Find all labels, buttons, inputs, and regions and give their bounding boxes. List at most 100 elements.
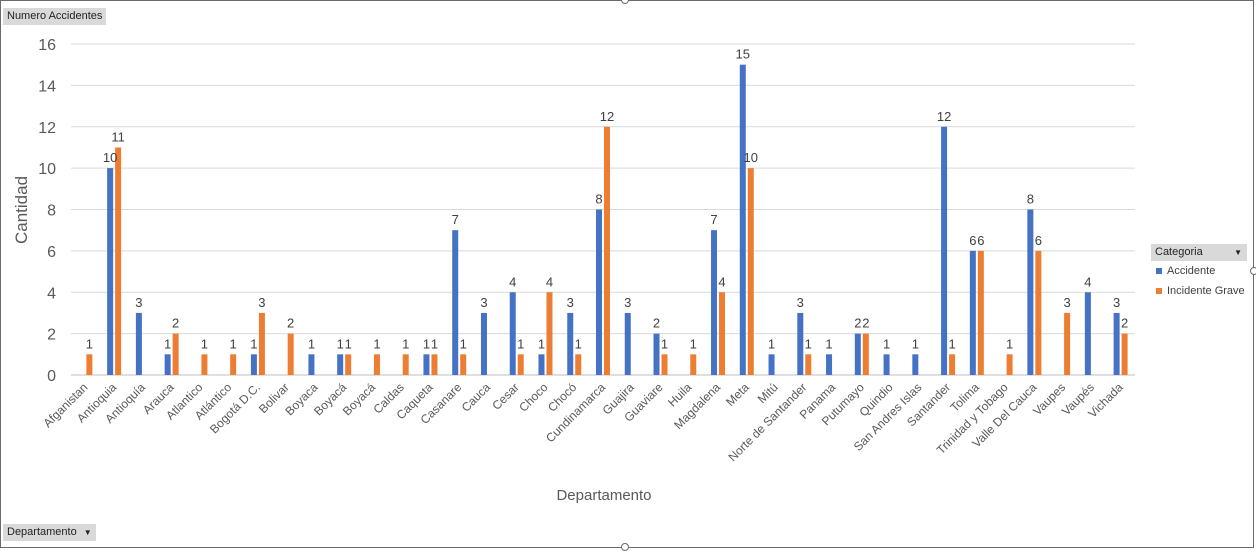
data-label: 1 <box>431 336 438 351</box>
bar[interactable] <box>653 333 660 375</box>
bar[interactable] <box>258 312 265 375</box>
bar[interactable] <box>201 354 208 375</box>
bar[interactable] <box>883 354 890 375</box>
bar[interactable] <box>402 354 409 375</box>
bar[interactable] <box>164 354 171 375</box>
data-label: 2 <box>862 316 869 331</box>
data-label: 3 <box>797 295 804 310</box>
data-label: 1 <box>230 336 237 351</box>
bar[interactable] <box>517 354 524 375</box>
data-label: 4 <box>1084 274 1091 289</box>
bar[interactable] <box>431 354 438 375</box>
bar[interactable] <box>575 354 582 375</box>
bar[interactable] <box>1084 292 1091 375</box>
bar[interactable] <box>977 250 984 375</box>
data-label: 3 <box>135 295 142 310</box>
data-label: 1 <box>517 336 524 351</box>
bar[interactable] <box>423 354 430 375</box>
bar[interactable] <box>768 354 775 375</box>
x-tick-label: Meta <box>723 380 752 409</box>
bar[interactable] <box>969 250 976 375</box>
bar[interactable] <box>1064 312 1071 375</box>
y-axis-title: Cantidad <box>12 176 31 244</box>
bar[interactable] <box>1006 354 1013 375</box>
y-tick-labels: 0 2 4 6 8 10 12 14 16 <box>38 37 56 385</box>
bar[interactable] <box>509 292 516 375</box>
bar[interactable] <box>337 354 344 375</box>
data-label: 1 <box>768 336 775 351</box>
bar[interactable] <box>172 333 179 375</box>
bar[interactable] <box>567 312 574 375</box>
bar[interactable] <box>1027 209 1034 376</box>
bar[interactable] <box>596 209 602 376</box>
data-label: 10 <box>744 150 758 165</box>
data-label: 6 <box>977 233 984 248</box>
data-label: 8 <box>595 192 602 207</box>
legend: Categoria ▼ Accidente Incidente Grave <box>1151 244 1247 301</box>
data-label: 7 <box>452 212 459 227</box>
data-label: 4 <box>509 274 516 289</box>
bar[interactable] <box>135 312 142 375</box>
bar[interactable] <box>1113 312 1120 375</box>
data-label: 1 <box>912 336 919 351</box>
bar[interactable] <box>862 333 869 375</box>
bar[interactable] <box>805 354 812 375</box>
bar[interactable] <box>107 168 114 375</box>
data-label: 15 <box>736 47 750 62</box>
bar[interactable] <box>949 354 956 375</box>
bar[interactable] <box>480 312 487 375</box>
bar[interactable] <box>230 354 237 375</box>
data-label: 1 <box>575 336 582 351</box>
data-label: 3 <box>567 295 574 310</box>
bar[interactable] <box>854 333 861 375</box>
bar[interactable] <box>115 147 122 375</box>
bar[interactable] <box>250 354 257 375</box>
data-label: 1 <box>948 336 955 351</box>
bar[interactable] <box>624 312 631 375</box>
bar[interactable] <box>747 168 754 375</box>
data-label: 2 <box>653 316 660 331</box>
bar[interactable] <box>661 354 668 375</box>
bar[interactable] <box>287 333 294 375</box>
data-label: 4 <box>546 274 553 289</box>
x-tick-labels: AfganistanAntioquiaAntioquíaAraucaAtlant… <box>40 380 1125 464</box>
axis-field-label: Departamento <box>7 526 77 538</box>
bar[interactable] <box>719 292 726 375</box>
bar[interactable] <box>546 292 553 375</box>
data-label: 1 <box>690 336 697 351</box>
bar[interactable] <box>86 354 93 375</box>
bar[interactable] <box>941 126 948 375</box>
legend-swatch <box>1156 268 1162 274</box>
bar[interactable] <box>826 354 833 375</box>
bar[interactable] <box>912 354 919 375</box>
bar[interactable] <box>1121 333 1128 375</box>
data-label: 11 <box>111 129 125 144</box>
resize-handle-right[interactable] <box>1250 267 1256 275</box>
bar[interactable] <box>452 230 459 375</box>
data-label: 1 <box>402 336 409 351</box>
bar[interactable] <box>345 354 352 375</box>
axis-field-filter-button[interactable]: Departamento ▼ <box>3 524 96 541</box>
data-label: 3 <box>480 295 487 310</box>
data-label: 1 <box>164 336 171 351</box>
legend-filter-button[interactable]: Categoria ▼ <box>1151 244 1247 261</box>
data-label: 8 <box>1027 192 1034 207</box>
bar[interactable] <box>604 126 610 375</box>
bar[interactable] <box>711 230 718 375</box>
value-field-button[interactable]: Numero Accidentes <box>3 8 107 25</box>
bar[interactable] <box>460 354 467 375</box>
bar[interactable] <box>690 354 697 375</box>
bar[interactable] <box>538 354 545 375</box>
data-label: 2 <box>287 316 294 331</box>
bar[interactable] <box>373 354 380 375</box>
bar[interactable] <box>308 354 315 375</box>
legend-header-label: Categoria <box>1155 246 1203 258</box>
y-tick-label: 2 <box>47 327 56 344</box>
data-label: 1 <box>345 336 352 351</box>
bar[interactable] <box>1035 250 1042 375</box>
y-tick-label: 8 <box>47 203 56 220</box>
bar[interactable] <box>739 64 746 375</box>
bar[interactable] <box>797 312 804 375</box>
y-tick-label: 14 <box>38 78 56 95</box>
